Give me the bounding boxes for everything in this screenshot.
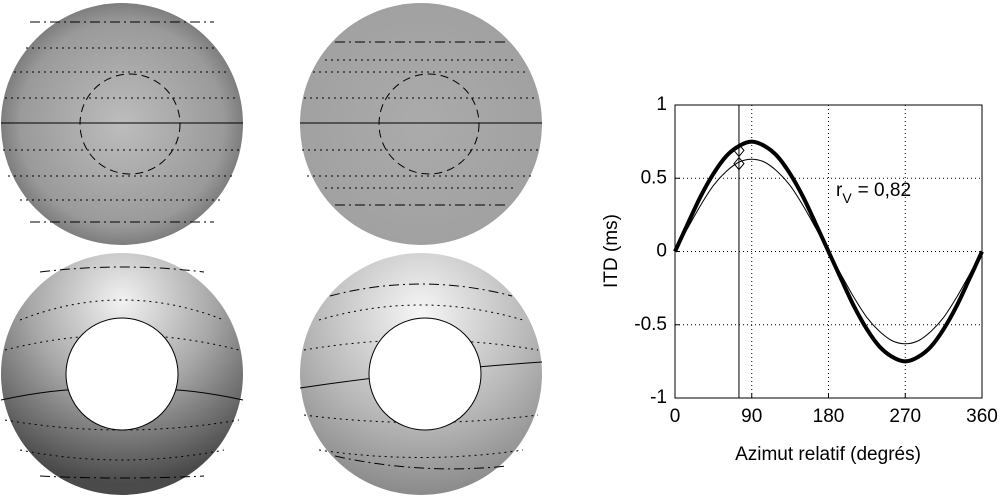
shape bbox=[39, 266, 205, 273]
x-tick-label: 270 bbox=[889, 406, 921, 427]
sphere bbox=[300, 3, 542, 245]
sphere bbox=[0, 253, 244, 495]
sphere bbox=[1, 3, 243, 245]
shape bbox=[3, 47, 241, 201]
marker bbox=[733, 143, 745, 158]
shape bbox=[318, 304, 524, 321]
shape bbox=[334, 455, 508, 470]
marker bbox=[733, 156, 745, 171]
chart: ITD (ms) Azimut relatif (degrés) 0 90 180 2… bbox=[601, 94, 998, 465]
annotation: rV = 0,82 bbox=[836, 180, 911, 206]
shape bbox=[300, 3, 542, 245]
shape bbox=[303, 339, 539, 351]
annotation-symbol: r bbox=[836, 180, 843, 201]
shape bbox=[39, 475, 205, 479]
x-tick-label: 0 bbox=[670, 406, 681, 427]
shape bbox=[378, 73, 480, 175]
y-tick-label: 0 bbox=[656, 241, 667, 262]
annotation-subscript: V bbox=[842, 190, 852, 206]
y-tick-label: -1 bbox=[650, 387, 667, 408]
shape bbox=[1, 3, 243, 245]
shape bbox=[303, 304, 539, 458]
shape bbox=[4, 299, 240, 461]
annotation-text: = 0,82 bbox=[858, 180, 911, 201]
shape bbox=[302, 59, 540, 189]
shape bbox=[303, 414, 539, 423]
y-tick-label: -0.5 bbox=[634, 314, 667, 335]
x-tick-label: 180 bbox=[813, 406, 845, 427]
axes-box bbox=[674, 104, 983, 399]
sphere-panels bbox=[0, 3, 543, 495]
x-axis-label: Azimut relatif (degrés) bbox=[735, 444, 921, 465]
series-line bbox=[674, 158, 983, 345]
shape bbox=[19, 449, 225, 461]
shape bbox=[79, 73, 181, 175]
shape bbox=[318, 449, 524, 458]
shape bbox=[65, 317, 179, 431]
shape bbox=[4, 419, 240, 431]
y-tick-label: 1 bbox=[656, 94, 667, 115]
x-tick-label: 90 bbox=[741, 406, 762, 427]
x-tick-label: 360 bbox=[966, 406, 998, 427]
shape bbox=[368, 317, 482, 431]
shape bbox=[329, 283, 513, 297]
y-tick-label: 0.5 bbox=[641, 167, 667, 188]
sphere bbox=[299, 253, 543, 495]
y-axis-label: ITD (ms) bbox=[601, 214, 622, 288]
